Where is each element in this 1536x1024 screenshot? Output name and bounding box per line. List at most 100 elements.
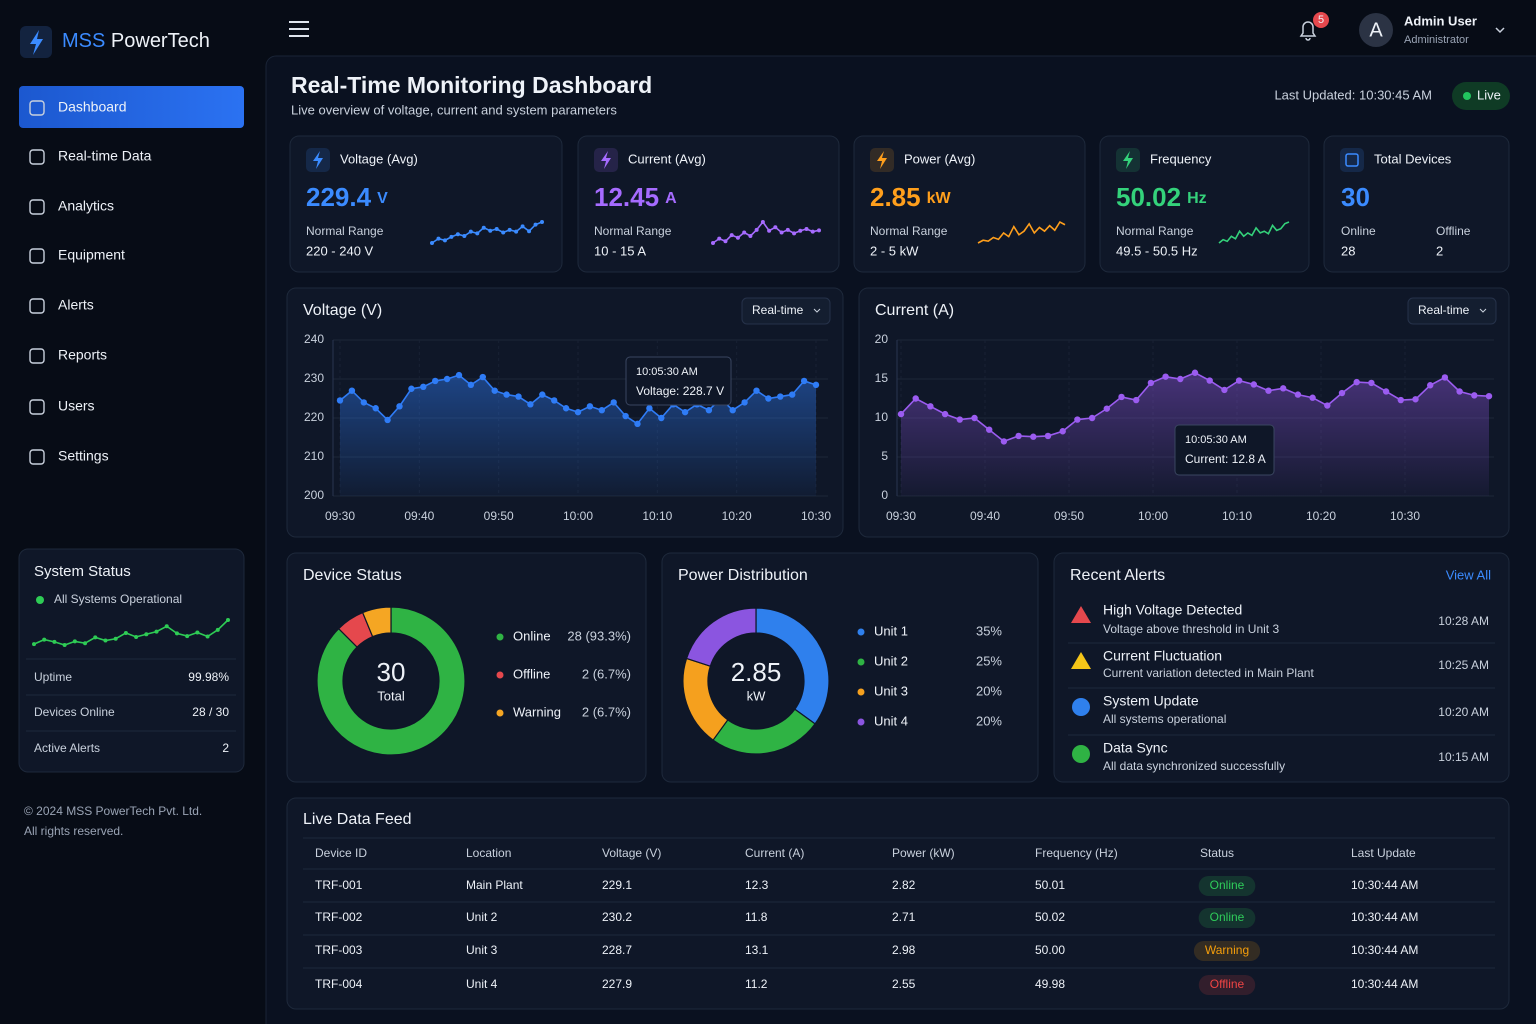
column-header: Status <box>1200 846 1234 860</box>
footer-text: © 2024 MSS PowerTech Pvt. Ltd. <box>24 804 202 818</box>
table-cell: 10:30:44 AM <box>1351 910 1418 924</box>
point <box>1074 416 1081 423</box>
notifications[interactable]: 5 <box>1299 12 1329 41</box>
range-dropdown[interactable]: Real-time <box>741 297 831 325</box>
spark-dot <box>83 641 88 646</box>
user-menu[interactable]: A Admin User Administrator <box>1359 13 1505 47</box>
x-tick-label: 09:40 <box>970 509 1000 523</box>
legend-dot <box>857 688 865 696</box>
tooltip-value: Voltage: 228.7 V <box>636 384 724 398</box>
alert-time: 10:20 AM <box>1438 705 1489 719</box>
spark-dot <box>748 234 753 238</box>
point <box>467 381 475 389</box>
table-cell: 11.8 <box>745 910 768 924</box>
point <box>941 410 949 418</box>
kpi-number: 229.4 <box>306 182 372 212</box>
nav-label: Alerts <box>58 297 94 313</box>
kpi-range: 49.5 - 50.5 Hz <box>1116 243 1198 258</box>
view-all-link[interactable]: View All <box>1446 567 1491 582</box>
brand: MSS PowerTech <box>62 30 210 52</box>
chart-title: Voltage (V) <box>303 302 382 319</box>
tooltip <box>625 356 732 406</box>
kpi-glyph <box>1345 153 1359 167</box>
nav-item[interactable]: Dashboard <box>19 86 244 128</box>
nav-item[interactable]: Equipment <box>29 247 125 264</box>
point <box>610 399 617 406</box>
point <box>971 414 978 422</box>
live-pill <box>1452 82 1510 110</box>
point <box>479 373 486 381</box>
point <box>1309 394 1316 401</box>
spark-dot <box>507 227 512 232</box>
sparkline <box>977 220 1066 244</box>
point <box>1015 432 1022 440</box>
alert-detail: Current variation detected in Main Plant <box>1103 666 1314 680</box>
offline-value: 2 <box>1436 243 1443 258</box>
menu-button[interactable] <box>289 21 309 37</box>
spark-dot <box>817 228 821 233</box>
kpi-card <box>853 135 1086 273</box>
nav-item[interactable]: Alerts <box>29 297 94 314</box>
nav-label: Users <box>58 398 95 414</box>
chevron <box>1495 27 1505 34</box>
legend-value: 20% <box>976 713 1002 728</box>
point <box>1103 405 1111 412</box>
nav-icon <box>29 399 45 415</box>
nav-icon <box>29 199 45 215</box>
kpi-icon <box>1340 148 1364 172</box>
alert-title: Current Fluctuation <box>1103 648 1222 664</box>
x-tick-label: 09:30 <box>325 509 355 523</box>
table-cell: TRF-002 <box>315 910 363 924</box>
nav-item[interactable]: Users <box>29 398 95 415</box>
y-tick-label: 15 <box>875 371 889 385</box>
point <box>1030 433 1037 440</box>
point <box>741 399 748 406</box>
nav-item[interactable]: Analytics <box>29 198 114 215</box>
nav-item[interactable]: Reports <box>29 347 107 364</box>
nav-item[interactable]: Settings <box>29 448 109 465</box>
status-label: Warning <box>1205 943 1249 957</box>
point <box>455 371 463 379</box>
status-value: 99.98% <box>188 670 229 684</box>
column-header: Device ID <box>315 846 367 860</box>
page-subtitle: Live overview of voltage, current and sy… <box>291 102 617 117</box>
y-tick-label: 5 <box>881 449 888 463</box>
point <box>1235 377 1243 384</box>
spark-dot <box>754 227 759 232</box>
spark-dot <box>785 227 790 232</box>
spark-dot <box>773 225 778 230</box>
donut-segment <box>361 606 392 638</box>
point <box>1250 381 1258 388</box>
legend-label: Unit 1 <box>874 623 908 638</box>
donut-center-label: kW <box>747 688 767 703</box>
column-header: Current (A) <box>745 846 804 860</box>
live-dot <box>1463 92 1471 100</box>
point <box>1353 378 1360 386</box>
status-pill <box>1193 941 1261 961</box>
point <box>1044 432 1052 440</box>
dropdown-box <box>1407 297 1497 325</box>
alert-time: 10:15 AM <box>1438 750 1489 764</box>
spark-dot <box>113 636 118 641</box>
point <box>384 416 391 424</box>
donut-segment <box>685 607 757 667</box>
column-header: Location <box>466 846 511 860</box>
nav-item[interactable]: Real-time Data <box>29 148 152 165</box>
nav-icon <box>29 449 45 465</box>
point <box>1368 379 1375 387</box>
spark-dot <box>154 629 159 634</box>
point <box>753 387 760 394</box>
point <box>789 391 796 398</box>
spark-dot <box>540 220 544 224</box>
spark-dot <box>475 231 480 236</box>
point <box>408 385 415 392</box>
spark-dot <box>481 225 486 230</box>
point <box>622 412 629 420</box>
status-pill <box>1198 975 1256 995</box>
spark-dot <box>488 228 493 233</box>
range-dropdown[interactable]: Real-time <box>1407 297 1497 325</box>
point <box>1441 374 1449 381</box>
point <box>800 377 808 385</box>
spark-dot <box>742 230 747 235</box>
legend-value: 25% <box>976 653 1002 668</box>
